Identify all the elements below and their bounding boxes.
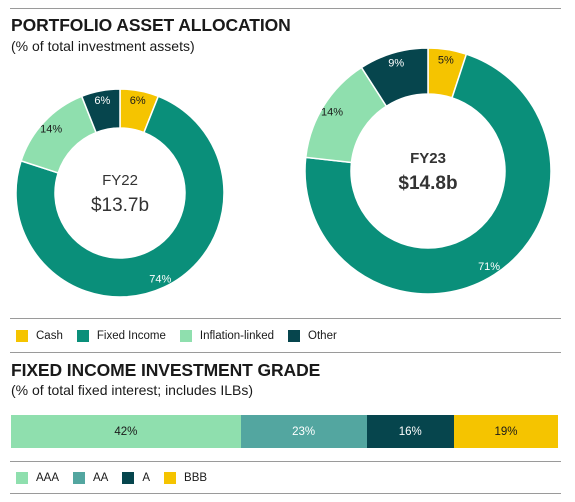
- legend-top-divider: [10, 318, 561, 319]
- legend-item: AA: [73, 472, 108, 484]
- legend-swatch: [288, 330, 301, 342]
- legend-label: A: [142, 472, 151, 484]
- donut-value-label: 14%: [40, 123, 62, 135]
- legend-label: AA: [93, 472, 109, 484]
- legend-label: Fixed Income: [96, 330, 166, 342]
- bar-segment-a: 16%: [366, 415, 455, 448]
- legend-item: BBB: [164, 472, 207, 484]
- allocation-title: PORTFOLIO ASSET ALLOCATION: [11, 15, 291, 35]
- donut-slice-other: [80, 88, 121, 134]
- donut-center-value: $13.7b: [91, 195, 149, 216]
- grade-stacked-bar: 42% 23% 16% 19%: [11, 415, 558, 448]
- top-divider: [10, 8, 561, 9]
- legend-swatch: [179, 330, 192, 342]
- legend-item: Fixed Income: [76, 330, 166, 342]
- legend-label: Cash: [36, 330, 63, 342]
- bar-segment-bbb: 19%: [454, 415, 558, 448]
- legend-swatch: [122, 472, 135, 484]
- legend-swatch: [164, 472, 177, 484]
- donut-slice-fixed-income: [304, 53, 552, 295]
- donut-value-label: 5%: [438, 54, 454, 66]
- donut-charts: 6% 74% 14% 6% FY22 $13.7b 5% 71% 14% 9% FY23 $14.8b: [15, 47, 552, 298]
- donut-center-label: FY23: [410, 150, 446, 167]
- legend-label: Other: [308, 330, 337, 342]
- donut-value-label: 71%: [478, 261, 500, 273]
- section-divider: [10, 352, 561, 353]
- legend-swatch: [16, 472, 28, 484]
- donut-center-value: $14.8b: [398, 173, 457, 194]
- donut-value-label: 14%: [321, 106, 343, 118]
- allocation-subtitle: (% of total investment assets): [11, 38, 195, 54]
- legend-label: BBB: [184, 472, 208, 484]
- legend-item: AAA: [16, 472, 59, 484]
- legend-bottom-divider: [10, 461, 561, 462]
- donut-value-label: 6%: [94, 95, 110, 107]
- legend-item: Cash: [16, 330, 63, 342]
- donut-value-label: 9%: [388, 58, 404, 70]
- bar-segment-aa: 23%: [240, 415, 367, 448]
- legend-item: Inflation-linked: [179, 330, 275, 342]
- donut-value-label: 74%: [149, 274, 171, 286]
- grade-subtitle: (% of total fixed interest; includes ILB…: [11, 382, 253, 398]
- donut-center-label: FY22: [102, 172, 138, 189]
- legend-swatch: [16, 330, 28, 342]
- legend-swatch: [73, 472, 86, 484]
- legend-item: Other: [288, 330, 337, 342]
- legend-label: Inflation-linked: [199, 330, 275, 342]
- bottom-divider: [10, 493, 561, 494]
- donut-value-label: 6%: [130, 95, 146, 107]
- legend-item: A: [122, 472, 150, 484]
- legend-swatch: [76, 330, 89, 342]
- legend-label: AAA: [36, 472, 60, 484]
- grade-title: FIXED INCOME INVESTMENT GRADE: [11, 360, 321, 380]
- grade-legend: AAA AA A BBB: [16, 472, 221, 484]
- allocation-legend: Cash Fixed Income Inflation-linked Other: [16, 330, 351, 342]
- bar-segment-aaa: 42%: [11, 415, 241, 448]
- donut-slice-other: [360, 47, 429, 108]
- donut-slice-fixed-income: [15, 95, 225, 298]
